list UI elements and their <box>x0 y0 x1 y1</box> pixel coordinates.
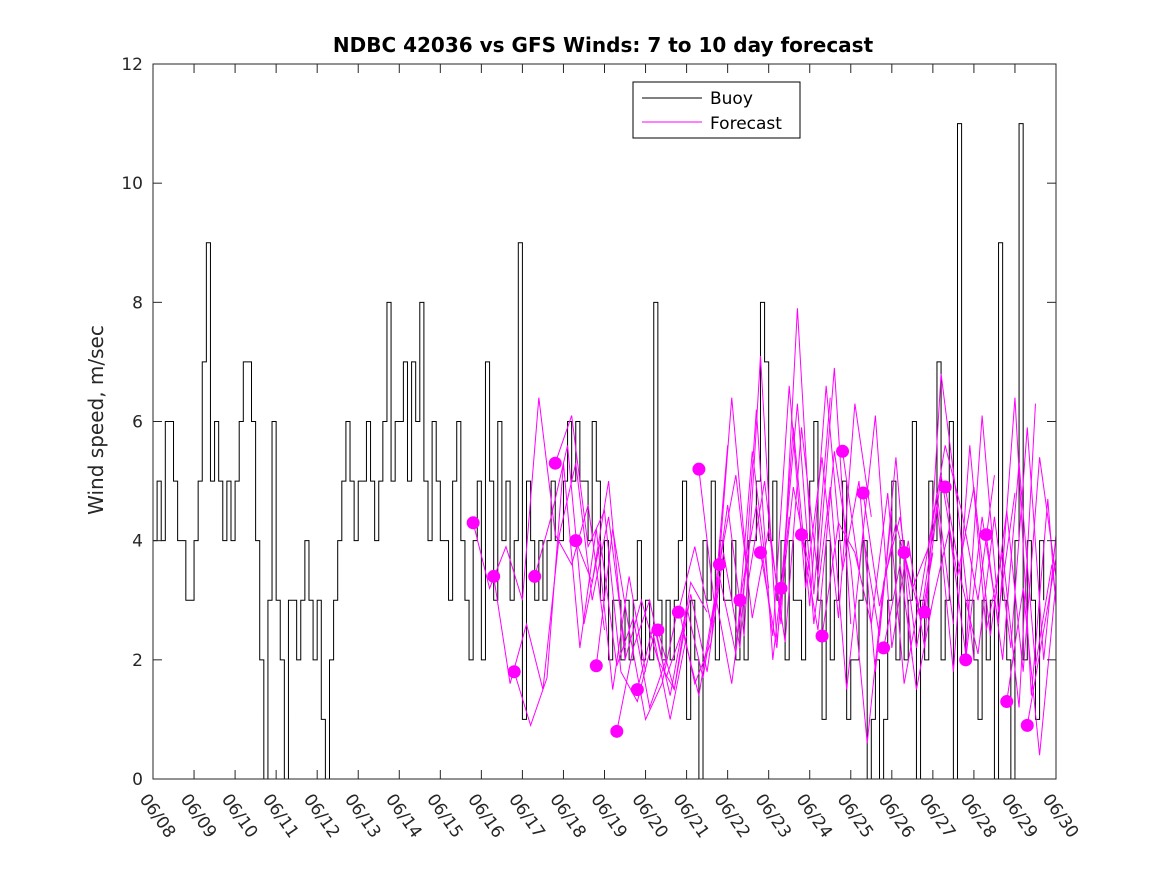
forecast-marker <box>507 665 521 679</box>
forecast-run-line-24 <box>965 397 1057 696</box>
chart-title: NDBC 42036 vs GFS Winds: 7 to 10 day for… <box>333 33 874 57</box>
legend-label-forecast: Forecast <box>710 114 782 134</box>
forecast-marker <box>795 528 809 542</box>
forecast-run-line-10 <box>677 355 811 643</box>
forecast-marker <box>589 659 603 673</box>
forecast-marker <box>528 569 542 583</box>
forecast-run-line-4 <box>554 415 688 720</box>
forecast-run-line-25 <box>985 463 1057 666</box>
forecast-marker <box>487 569 501 583</box>
forecast-run-line-27 <box>1026 558 1057 726</box>
y-tick-label: 6 <box>132 413 143 433</box>
forecast-marker <box>692 462 706 476</box>
y-tick-label: 2 <box>132 651 143 671</box>
y-tick-label: 12 <box>121 55 143 75</box>
forecast-marker <box>548 456 562 470</box>
forecast-marker <box>466 516 480 530</box>
y-tick-label: 8 <box>132 293 143 313</box>
forecast-marker <box>836 444 850 458</box>
forecast-marker <box>918 605 932 619</box>
y-axis-label: Wind speed, m/sec <box>84 325 108 515</box>
forecast-marker <box>630 683 644 697</box>
forecast-marker <box>856 486 870 500</box>
legend-label-buoy: Buoy <box>710 89 753 109</box>
forecast-marker <box>651 623 665 637</box>
forecast-marker <box>1000 695 1014 709</box>
forecast-run-line-15 <box>780 403 913 690</box>
forecast-marker <box>1020 718 1034 732</box>
forecast-marker <box>938 480 952 494</box>
legend: Buoy Forecast <box>632 81 801 139</box>
forecast-marker <box>959 653 973 667</box>
forecast-marker <box>733 593 747 607</box>
forecast-marker <box>815 629 829 643</box>
y-tick-label: 0 <box>132 770 143 790</box>
forecast-run-line-5 <box>575 481 708 692</box>
forecast-run-line-12 <box>718 367 852 643</box>
forecast-marker <box>897 546 911 560</box>
forecast-marker <box>671 605 685 619</box>
forecast-run-line-23 <box>944 427 1057 660</box>
plot-area <box>153 123 1057 780</box>
legend-box <box>632 81 801 139</box>
forecast-marker <box>569 534 583 548</box>
forecast-run-line-26 <box>1006 582 1057 756</box>
forecast-run-line-9 <box>657 409 790 690</box>
forecast-marker <box>979 528 993 542</box>
y-tick-label: 10 <box>121 174 143 194</box>
forecast-marker <box>610 724 624 738</box>
forecast-run-line-1 <box>493 463 626 690</box>
forecast-run-line-8 <box>636 451 770 696</box>
forecast-marker <box>712 558 726 571</box>
forecast-run-line-11 <box>698 308 831 625</box>
forecast-marker <box>877 641 891 655</box>
y-tick-label: 4 <box>132 532 143 552</box>
forecast-run-line-16 <box>801 451 934 744</box>
forecast-run-line-3 <box>534 445 667 710</box>
forecast-marker <box>774 581 788 595</box>
forecast-run-line-18 <box>842 373 975 660</box>
forecast-marker <box>753 546 767 560</box>
forecast-run-line-19 <box>862 445 995 607</box>
forecast-run-line-2 <box>513 463 647 727</box>
